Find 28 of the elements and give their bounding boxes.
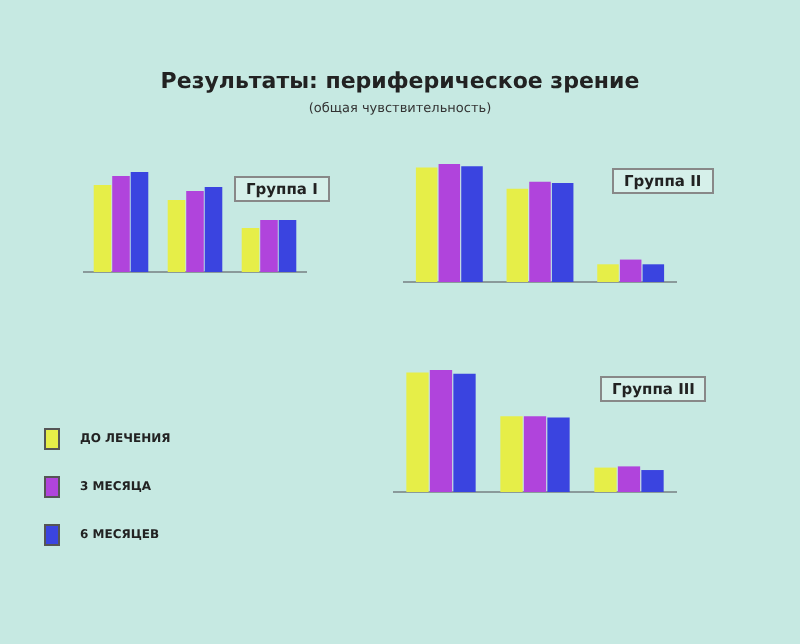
bar <box>438 164 461 282</box>
bar <box>453 373 476 492</box>
bar <box>241 228 260 272</box>
bar <box>204 187 223 272</box>
bar <box>406 372 429 492</box>
bar <box>594 467 617 492</box>
bar <box>529 181 551 282</box>
bar <box>130 172 149 272</box>
bar <box>506 188 529 282</box>
bar <box>641 470 664 492</box>
bar <box>429 370 453 492</box>
bar <box>523 416 547 492</box>
text: Результаты: периферическое зрение <box>158 68 642 94</box>
bar <box>278 220 297 272</box>
bar <box>597 264 619 282</box>
bar <box>547 417 570 492</box>
bar <box>93 185 112 272</box>
bar <box>186 191 204 272</box>
bar <box>617 466 641 492</box>
bar <box>500 416 523 492</box>
bar <box>415 167 438 282</box>
bar <box>461 166 483 282</box>
bar <box>112 176 130 272</box>
bar <box>551 182 574 282</box>
bar <box>619 259 642 282</box>
bar <box>260 220 278 272</box>
bar <box>167 200 186 272</box>
bar <box>642 264 665 282</box>
